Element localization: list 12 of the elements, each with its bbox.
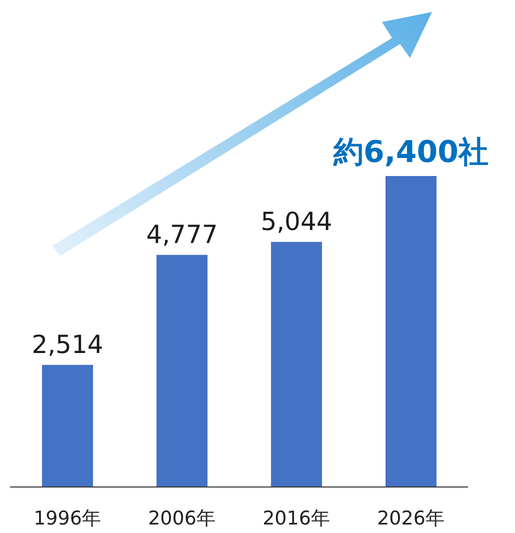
x-tick-label: 1996年 [34, 507, 101, 530]
data-label: 2,514 [32, 330, 104, 359]
bar [386, 176, 436, 487]
x-tick-label: 2016年 [262, 507, 330, 530]
data-label: 4,777 [146, 220, 218, 249]
bar [271, 242, 322, 487]
data-label: 5,044 [260, 206, 332, 236]
x-tick-label: 2006年 [148, 507, 216, 530]
x-tick-label: 2026年 [377, 507, 444, 530]
bar [42, 364, 93, 487]
data-label: 約6,400社 [332, 135, 488, 170]
bar [156, 254, 208, 487]
